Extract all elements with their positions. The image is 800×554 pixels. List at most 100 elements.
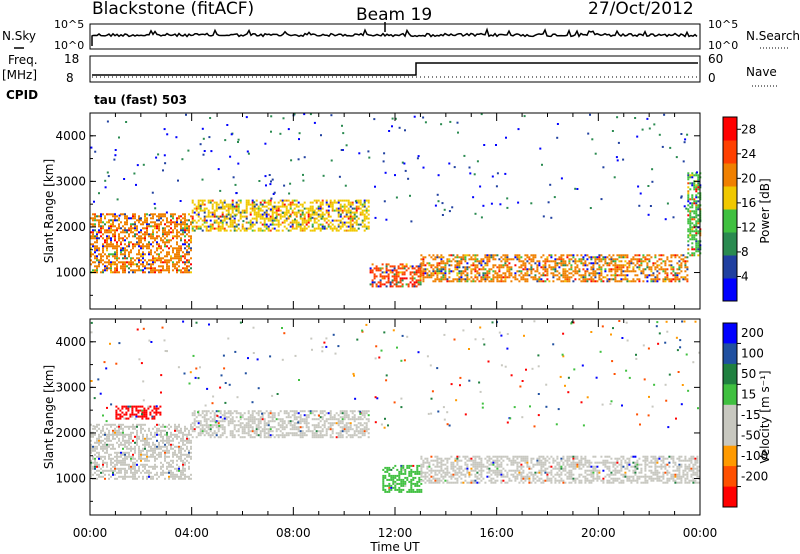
power-scatter-cell: [656, 260, 659, 263]
power-scatter-cell: [355, 201, 358, 204]
velocity-scatter-cell: [166, 455, 168, 458]
power-scatter-cell: [114, 217, 116, 220]
freq-tick-top: 18: [64, 52, 79, 66]
power-scatter-cell: [405, 283, 408, 286]
velocity-scatter-cell: [112, 473, 114, 476]
velocity-scatter-cell: [112, 433, 114, 436]
velocity-scatter-cell: [124, 457, 126, 460]
power-scatter-cell: [693, 200, 696, 203]
power-scatter-cell: [347, 221, 350, 224]
velocity-scatter-cell: [126, 439, 128, 442]
power-scatter-cell: [176, 241, 178, 244]
power-scatter-cell: [652, 264, 655, 267]
power-scatter-cell: [363, 205, 366, 208]
power-scatter-cell: [592, 280, 595, 283]
velocity-scatter-cell: [138, 437, 140, 440]
power-scatter-cell: [223, 201, 226, 204]
velocity-scatter-cell: [182, 435, 184, 438]
power-scatter-cell: [114, 225, 116, 228]
power-scatter-cell: [460, 270, 463, 273]
power-scatter-cell: [504, 260, 507, 263]
velocity-scatter-cell: [92, 445, 94, 448]
power-scatter-cell: [317, 227, 320, 230]
velocity-scatter-cell: [139, 415, 142, 418]
power-speckle-cell: [479, 185, 482, 188]
power-scatter-cell: [422, 258, 425, 261]
velocity-scatter-cell: [269, 420, 272, 423]
power-scatter-cell: [271, 221, 274, 224]
power-speckle-cell: [354, 200, 357, 203]
velocity-scatter-cell: [279, 424, 282, 427]
power-scatter-cell: [180, 219, 182, 222]
power-scatter-cell: [207, 213, 210, 216]
velocity-scatter-cell: [152, 453, 154, 456]
power-scatter-cell: [488, 280, 491, 283]
velocity-scatter-cell: [331, 432, 334, 435]
power-scatter-cell: [112, 247, 114, 250]
velocity-scatter-cell: [353, 420, 356, 423]
power-scatter-cell: [687, 204, 690, 207]
power-scatter-cell: [502, 258, 505, 261]
power-scatter-cell: [562, 276, 565, 279]
velocity-scatter-cell: [138, 451, 140, 454]
power-scatter-cell: [154, 251, 156, 254]
power-scatter-cell: [116, 259, 118, 262]
power-scatter-cell: [164, 255, 166, 258]
velocity-scatter-cell: [291, 410, 294, 413]
power-scatter-cell: [172, 213, 174, 216]
power-speckle-cell: [270, 197, 273, 200]
power-scatter-cell: [217, 225, 220, 228]
velocity-scatter-cell: [174, 445, 176, 448]
power-scatter-cell: [164, 237, 166, 240]
velocity-scatter-cell: [100, 431, 102, 434]
power-scatter-cell: [176, 251, 178, 254]
power-scatter-cell: [434, 270, 437, 273]
power-scatter-cell: [648, 260, 651, 263]
power-scatter-cell: [209, 227, 212, 230]
velocity-scatter-cell: [136, 435, 138, 438]
velocity-scatter-cell: [295, 432, 298, 435]
velocity-scatter-cell: [104, 461, 106, 464]
power-scatter-cell: [691, 246, 694, 249]
power-scatter-cell: [317, 207, 320, 210]
power-scatter-cell: [424, 268, 427, 271]
power-scatter-cell: [92, 253, 94, 256]
power-scatter-cell: [532, 276, 535, 279]
power-scatter-cell: [128, 241, 130, 244]
power-scatter-cell: [142, 221, 144, 224]
power-scatter-cell: [219, 229, 222, 232]
velocity-scatter-cell: [114, 447, 116, 450]
power-scatter-cell: [186, 223, 188, 226]
power-scatter-cell: [622, 278, 625, 281]
power-scatter-cell: [184, 263, 186, 266]
power-scatter-cell: [219, 215, 222, 218]
power-speckle-cell: [235, 209, 238, 212]
velocity-scatter-cell: [347, 418, 350, 421]
power-scatter-cell: [393, 279, 396, 282]
velocity-scatter-cell: [307, 428, 310, 431]
power-scatter-cell: [305, 223, 308, 226]
power-scatter-cell: [528, 256, 531, 259]
power-scatter-cell: [154, 213, 156, 216]
power-scatter-cell: [122, 229, 124, 232]
power-scatter-cell: [186, 251, 188, 254]
velocity-scatter-cell: [267, 422, 270, 425]
velocity-scatter-cell: [269, 436, 272, 439]
power-scatter-cell: [239, 215, 242, 218]
power-scatter-cell: [150, 213, 152, 216]
power-scatter-cell: [335, 201, 338, 204]
power-scatter-cell: [570, 268, 573, 271]
velocity-scatter-cell: [142, 457, 144, 460]
power-scatter-cell: [152, 245, 154, 248]
velocity-scatter-cell: [128, 463, 130, 466]
velocity-scatter-cell: [124, 453, 126, 456]
velocity-scatter-cell: [261, 418, 264, 421]
power-scatter-cell: [500, 256, 503, 259]
velocity-scatter-cell: [337, 436, 340, 439]
power-scatter-cell: [678, 272, 681, 275]
velocity-scatter-cell: [235, 424, 238, 427]
power-scatter-cell: [313, 199, 316, 202]
power-scatter-cell: [474, 274, 477, 277]
power-scatter-cell: [614, 268, 617, 271]
power-scatter-cell: [359, 203, 362, 206]
